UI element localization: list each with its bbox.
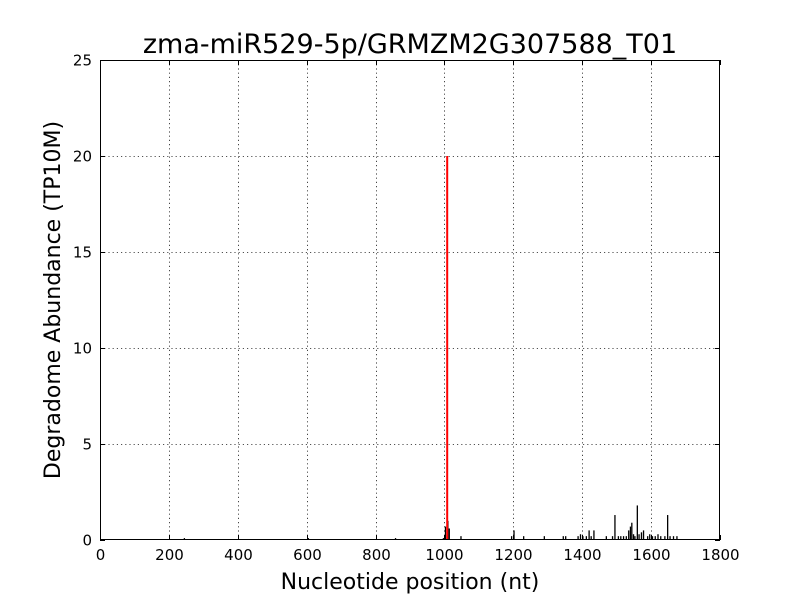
- axis-ticks: 0 200 400 600 800 1000 1200 1400 1600 1800 0 5 10 15 2…: [73, 52, 740, 565]
- y-tick-label: 20: [73, 148, 92, 166]
- x-tick-label: 1600: [632, 546, 670, 564]
- plot-frame: [100, 60, 720, 540]
- x-tick-label: 1800: [701, 546, 739, 564]
- grid-lines: [100, 60, 720, 540]
- y-axis-label: Degradome Abundance (TP10M): [41, 121, 66, 479]
- x-tick-label: 800: [362, 546, 391, 564]
- y-tick-label: 10: [73, 340, 92, 358]
- bars-group: [183, 156, 678, 540]
- x-tick-label: 400: [224, 546, 253, 564]
- chart-title: zma-miR529-5p/GRMZM2G307588_T01: [143, 29, 677, 60]
- y-tick-label: 25: [73, 52, 92, 70]
- x-tick-label: 200: [155, 546, 184, 564]
- x-tick-label: 1200: [494, 546, 532, 564]
- x-tick-label: 1000: [425, 546, 463, 564]
- x-axis-label: Nucleotide position (nt): [281, 570, 540, 595]
- y-tick-label: 5: [82, 436, 92, 454]
- x-tick-label: 600: [293, 546, 322, 564]
- x-tick-label: 1400: [563, 546, 601, 564]
- x-tick-label: 0: [96, 546, 106, 564]
- y-tick-label: 15: [73, 244, 92, 262]
- y-tick-label: 0: [82, 532, 92, 550]
